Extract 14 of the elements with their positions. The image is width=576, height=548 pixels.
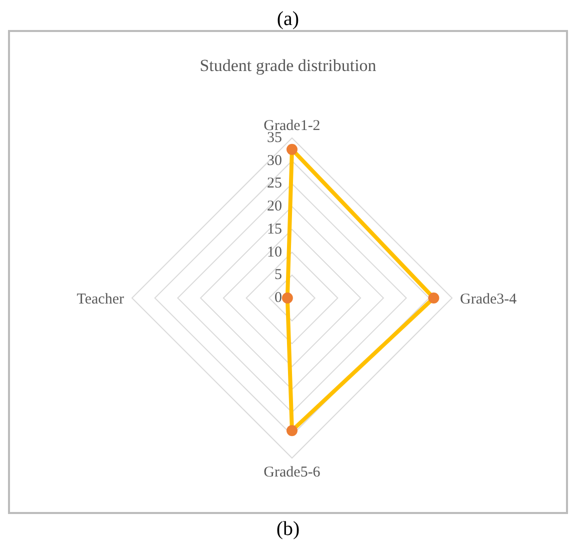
chart-title: Student grade distribution xyxy=(198,56,378,76)
y-tick-label: 5 xyxy=(274,267,282,284)
spoke-label: Grade3-4 xyxy=(460,291,518,308)
y-tick-label: 0 xyxy=(274,290,282,306)
spoke-label: Grade5-6 xyxy=(264,464,321,481)
y-tick-label: 25 xyxy=(267,176,282,192)
y-tick-label: 15 xyxy=(267,221,282,238)
y-tick-label: 10 xyxy=(267,244,282,260)
spoke-label: Teacher xyxy=(76,291,124,308)
y-tick-label: 20 xyxy=(267,198,282,215)
text: (b) xyxy=(275,518,301,541)
text: (a) xyxy=(276,8,300,30)
y-tick-label: 30 xyxy=(267,152,282,169)
y-tick-label: 35 xyxy=(267,130,282,146)
